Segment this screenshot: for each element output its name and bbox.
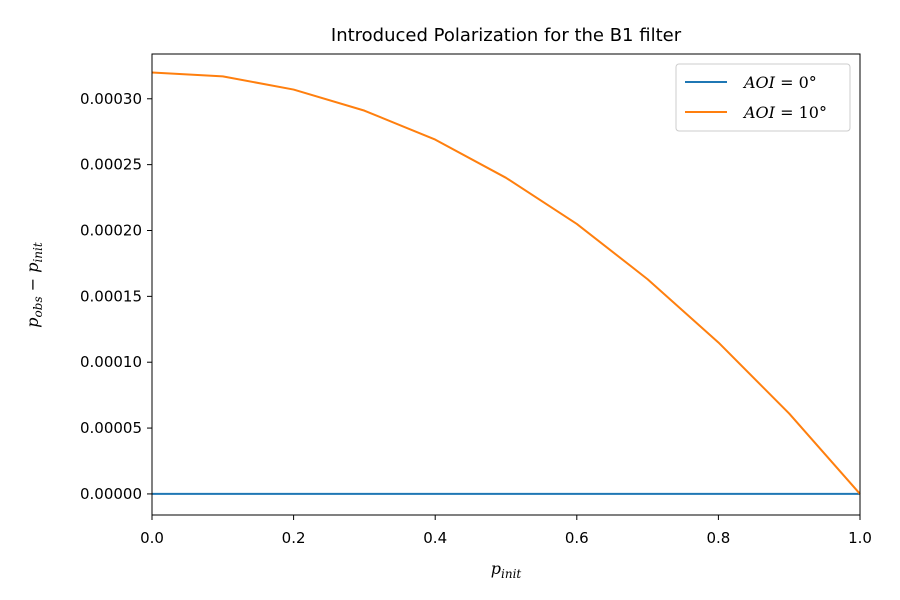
legend: AOI = 0° AOI = 10° [675,63,851,132]
series-line-1 [151,71,861,495]
axes-frame [151,53,861,516]
legend-box [675,63,851,132]
x-tick-label: 0.4 [423,529,447,547]
y-tick-label: 0.00005 [80,419,142,437]
chart-title: Introduced Polarization for the B1 filte… [331,25,682,46]
y-tick-label: 0.00025 [80,156,142,174]
legend-label-aoi-0: AOI = 0° [742,73,817,92]
y-tick-label: 0.00010 [80,353,142,371]
x-axis-ticks: 0.0 0.2 0.4 0.6 0.8 1.0 [140,515,872,547]
plot-lines [151,71,861,495]
y-axis-ticks: 0.00000 0.00005 0.00010 0.00015 0.00020 0.000… [80,90,152,503]
x-tick-label: 1.0 [848,529,872,547]
x-tick-label: 0.8 [706,529,730,547]
x-tick-label: 0.0 [140,529,164,547]
y-tick-label: 0.00000 [80,485,142,503]
x-tick-label: 0.2 [282,529,306,547]
x-tick-label: 0.6 [565,529,589,547]
y-tick-label: 0.00030 [80,90,142,108]
y-tick-label: 0.00020 [80,221,142,239]
legend-label-aoi-10: AOI = 10° [742,103,827,122]
y-tick-label: 0.00015 [80,287,142,305]
